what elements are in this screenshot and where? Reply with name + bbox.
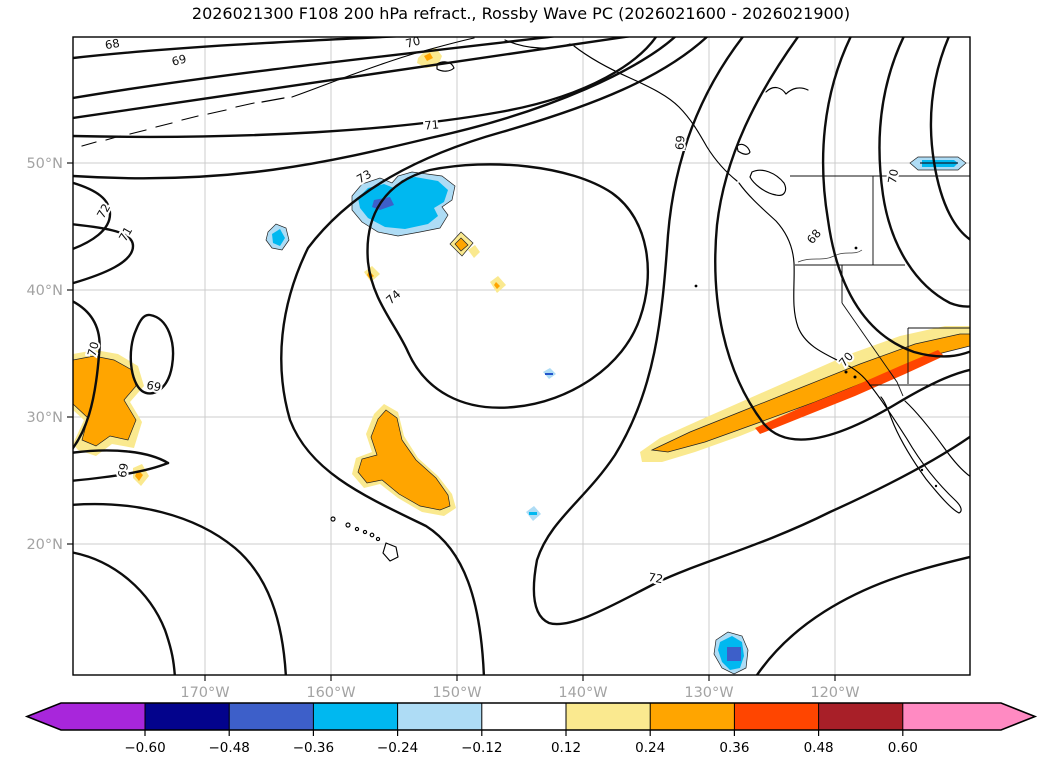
colorbar: −0.60 −0.48 −0.36 −0.24 −0.12 0.12 0.24 0.36 0.4… [24, 702, 1038, 756]
contour-label-69: 69 [115, 462, 131, 479]
colorbar-cell [397, 703, 482, 730]
shaded-speck-blue-1-core [545, 373, 553, 375]
shaded-region-bottom-core [727, 647, 741, 661]
contour-label-70: 70 [885, 168, 901, 185]
hawaii-islands [330, 516, 381, 542]
contour-73-se-corner [755, 555, 970, 675]
shading-layer [73, 48, 970, 675]
contour-label-70: 70 [404, 33, 422, 50]
contour-label-68: 68 [104, 36, 121, 52]
shaded-diamond-4-core [494, 282, 500, 289]
colorbar-tick-label: 0.60 [888, 740, 918, 756]
colorbar-extend-min [27, 703, 145, 730]
contour-layer [73, 37, 970, 675]
contour-69-east [878, 37, 970, 308]
contour-label-71: 71 [424, 117, 440, 132]
contour-72-nw [73, 37, 677, 180]
contour-71-west-bulge [73, 223, 135, 285]
contour-label-69: 69 [170, 52, 188, 69]
contour-73-ridge-west [280, 37, 709, 675]
lat-tick-label: 30°N [26, 410, 63, 426]
shaded-region-alaska-peninsula-core [424, 53, 433, 61]
colorbar-outline [24, 702, 1038, 731]
geography-layer [81, 37, 970, 562]
contour-68-nw [73, 37, 408, 60]
map-frame [72, 36, 971, 676]
contour-label-69: 69 [672, 135, 687, 151]
contour-69-lens-upper [73, 449, 170, 465]
contour-72-west-bulge [73, 181, 112, 251]
shaded-region-hawaii-body [357, 409, 451, 511]
state-country-borders [790, 175, 970, 397]
colorbar-cell [650, 703, 735, 730]
contour-70-sw [73, 502, 287, 675]
chart-title: 2026021300 F108 200 hPa refract., Rossby… [192, 4, 850, 23]
contour-68-east [929, 37, 970, 241]
colorbar-tick-label: −0.60 [124, 740, 165, 756]
colorbar-cell [734, 703, 819, 730]
axis-layer: 170°W 160°W 150°W 140°W 130°W 120°W 50°N 40°N 30… [26, 156, 859, 701]
lat-tick-label: 20°N [26, 537, 63, 553]
contour-label-72: 72 [647, 570, 664, 586]
contour-74-closed-ridge [366, 163, 649, 409]
contour-label-69: 69 [145, 378, 162, 395]
grid-layer [73, 37, 970, 675]
contour-71-east [714, 37, 970, 441]
lon-tick-label: 120°W [810, 685, 859, 701]
colorbar-tick-label: 0.12 [551, 740, 581, 756]
colorbar-cell [313, 703, 398, 730]
colorbar-tick-label: 0.36 [719, 740, 749, 756]
contour-71-sw [73, 551, 176, 675]
colorbar-tick-label: −0.36 [293, 740, 334, 756]
river-lines [797, 249, 863, 263]
contour-69-nw [73, 37, 559, 100]
shaded-region-baja-streak-core [755, 350, 944, 434]
contour-71-nw [73, 37, 658, 139]
contour-label-70: 70 [84, 340, 101, 358]
lat-tick-label: 50°N [26, 156, 63, 172]
shaded-diamond-2 [468, 245, 480, 258]
colorbar-tick-label: 0.48 [804, 740, 834, 756]
colorbar-cell [229, 703, 314, 730]
shaded-region-west-lens-core [272, 229, 285, 246]
lat-tick-label: 40°N [26, 283, 63, 299]
shaded-speck-blue-2-core [529, 512, 537, 515]
contour-label-68: 68 [804, 226, 824, 246]
colorbar-tick-label: −0.48 [209, 740, 250, 756]
lon-tick-label: 160°W [306, 685, 355, 701]
colorbar-cell [566, 703, 651, 730]
contour-69-lens-lower [73, 461, 170, 482]
contour-70-east [821, 37, 970, 358]
lon-tick-label: 130°W [684, 685, 733, 701]
coastline [81, 37, 970, 562]
colorbar-cell [818, 703, 903, 730]
small-islands [694, 246, 938, 488]
colorbar-tick-label: −0.24 [377, 740, 418, 756]
colorbar-cell [145, 703, 230, 730]
colorbar-extend-max [902, 703, 1035, 730]
shaded-region-baja-streak-body [650, 333, 970, 453]
colorbar-tick-label: 0.24 [635, 740, 665, 756]
colorbar-tick-label: −0.12 [461, 740, 502, 756]
lon-tick-label: 170°W [180, 685, 229, 701]
colorbar-cell [481, 703, 566, 730]
contour-69-closed-low [129, 313, 175, 395]
contour-72-east-sweep [532, 37, 970, 626]
contour-70-nw [73, 37, 633, 120]
lon-tick-label: 150°W [432, 685, 481, 701]
shaded-diamond-1-core [454, 237, 469, 252]
shaded-region-central-pacific-body [358, 177, 448, 229]
lon-tick-label: 140°W [558, 685, 607, 701]
contour-70-west [73, 300, 101, 450]
